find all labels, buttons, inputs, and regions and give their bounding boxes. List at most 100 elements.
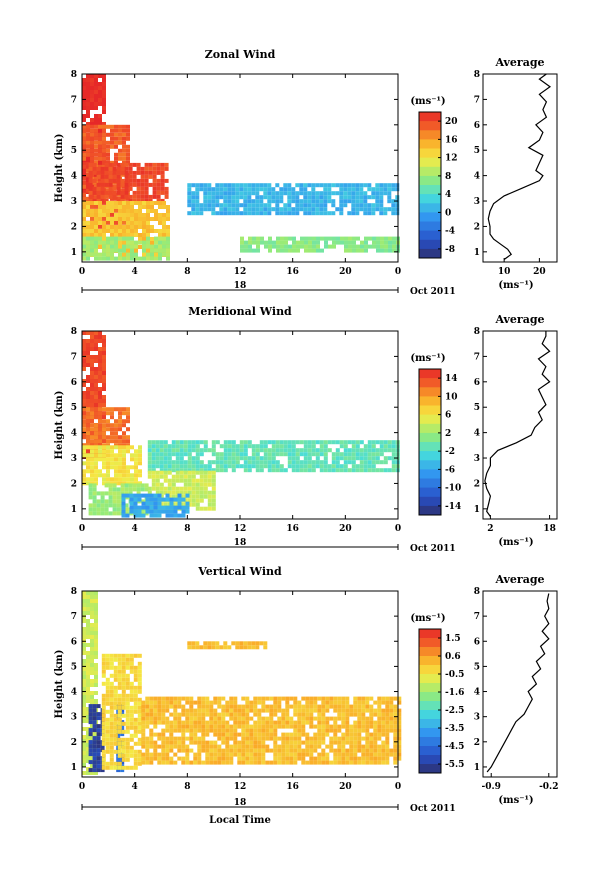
heatmap-cell [343, 440, 348, 445]
heatmap-cell [181, 704, 186, 709]
heatmap-cell [116, 756, 121, 761]
heatmap-cell [273, 736, 278, 741]
heatmap-cell [365, 716, 370, 721]
heatmap-cell [329, 748, 334, 753]
heatmap-cell [189, 728, 194, 733]
heatmap-cell [317, 736, 322, 741]
heatmap-cell [261, 704, 266, 709]
heatmap-cell [211, 494, 216, 499]
heatmap-cell [100, 198, 105, 203]
heatmap-cell [217, 752, 222, 757]
heatmap-cell [132, 170, 137, 175]
heatmap-cell [94, 683, 98, 687]
heatmap-cell [154, 213, 158, 217]
heatmap-cell [357, 708, 362, 713]
heatmap-cell [229, 752, 234, 757]
heatmap-cell [375, 207, 380, 212]
heatmap-cell [377, 760, 382, 765]
heatmap-cell [137, 717, 142, 722]
heatmap-cell [94, 675, 98, 679]
heatmap-cell [118, 217, 122, 221]
heatmap-cell [160, 190, 165, 195]
heatmap-cell [106, 445, 110, 450]
heatmap-cell [243, 456, 248, 461]
heatmap-cell [249, 716, 254, 721]
heatmap-cell [102, 74, 106, 78]
heatmap-cell [158, 244, 162, 249]
heatmap-cell [138, 445, 142, 450]
heatmap-cell [118, 124, 122, 129]
heatmap-cell [82, 607, 86, 611]
heatmap-cell [385, 740, 390, 745]
heatmap-cell [377, 696, 382, 701]
heatmap-cell [141, 513, 146, 518]
heatmap-cell [112, 499, 117, 504]
heatmap-cell [98, 98, 102, 102]
heatmap-cell [130, 473, 134, 478]
heatmap-cell [146, 229, 150, 233]
heatmap-cell [191, 478, 196, 483]
heatmap-cell [92, 487, 97, 492]
heatmap-cell [296, 244, 300, 249]
heatmap-cell [239, 641, 244, 646]
heatmap-cell [94, 399, 98, 403]
heatmap-cell [355, 456, 360, 461]
average-y-tick-label: 7 [474, 612, 480, 622]
heatmap-cell [90, 647, 94, 651]
heatmap-cell [203, 207, 208, 212]
heatmap-cell [82, 419, 86, 424]
heatmap-cell [159, 452, 164, 457]
heatmap-cell [373, 752, 378, 757]
heatmap-cell [106, 419, 110, 424]
heatmap-cell [251, 444, 256, 449]
heatmap-cell [106, 217, 110, 221]
heatmap-cell [191, 474, 196, 479]
heatmap-cell [277, 700, 282, 705]
heatmap-cell [289, 720, 294, 725]
heatmap-cell [209, 720, 214, 725]
heatmap-cell [367, 187, 372, 192]
heatmap-cell [356, 244, 360, 249]
heatmap-cell [327, 448, 332, 453]
heatmap-cell [124, 166, 129, 171]
heatmap-cell [271, 187, 276, 192]
heatmap-cell [163, 468, 168, 473]
heatmap-cell [90, 615, 94, 619]
heatmap-cell [257, 708, 262, 713]
colorbar-swatch [419, 230, 441, 241]
heatmap-cell [299, 468, 304, 473]
date-suffix: Oct 2011 [410, 287, 456, 297]
colorbar-tick-label: -4.5 [445, 742, 464, 752]
heatmap-cell [109, 689, 114, 694]
heatmap-cell [300, 244, 304, 249]
heatmap-cell [372, 240, 376, 245]
heatmap-cell [395, 211, 400, 216]
heatmap-cell [96, 503, 101, 508]
heatmap-cell [118, 241, 122, 245]
heatmap-cell [243, 460, 248, 465]
heatmap-cell [145, 716, 150, 721]
heatmap-cell [313, 724, 318, 729]
heatmap-cell [126, 152, 130, 157]
heatmap-cell [191, 490, 196, 495]
heatmap-cell [128, 182, 133, 187]
heatmap-cell [311, 187, 316, 192]
heatmap-cell [267, 195, 272, 200]
heatmap-cell [120, 190, 125, 195]
heatmap-cell [117, 701, 122, 706]
heatmap-cell [92, 752, 97, 757]
heatmap-cell [243, 199, 248, 204]
heatmap-cell [155, 478, 160, 483]
heatmap-cell [383, 456, 388, 461]
heatmap-cell [92, 186, 97, 191]
heatmap-cell [389, 752, 394, 757]
heatmap-cell [353, 740, 358, 745]
heatmap-cell [351, 452, 356, 457]
heatmap-cell [209, 712, 214, 717]
heatmap-cell [88, 178, 93, 183]
heatmap-cell [393, 752, 398, 757]
heatmap-cell [106, 473, 110, 478]
heatmap-cell [291, 452, 296, 457]
heatmap-cell [86, 166, 90, 170]
heatmap-cell [133, 505, 138, 510]
